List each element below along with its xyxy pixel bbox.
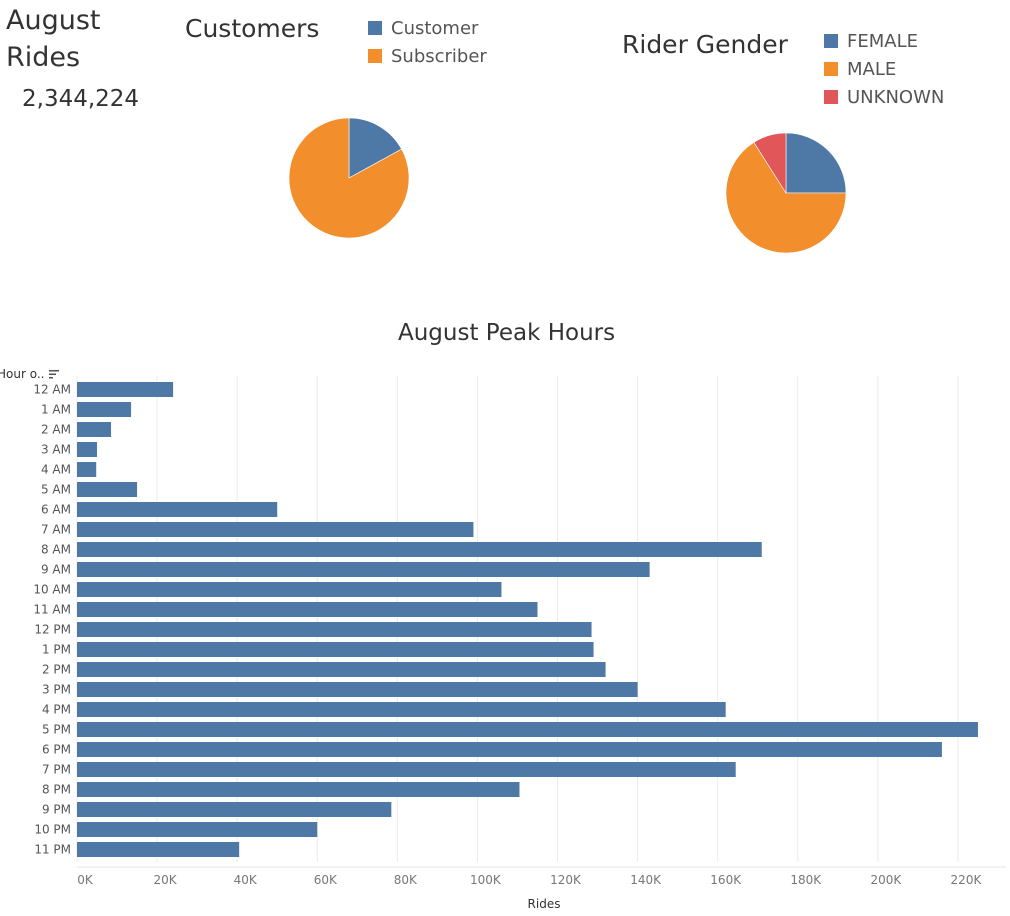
bar[interactable] bbox=[77, 722, 978, 737]
bar[interactable] bbox=[77, 582, 502, 597]
bar[interactable] bbox=[77, 802, 392, 817]
bar[interactable] bbox=[77, 402, 132, 417]
row-label: 1 AM bbox=[41, 403, 71, 417]
bar[interactable] bbox=[77, 762, 736, 777]
x-tick-label: 220K bbox=[951, 873, 983, 887]
kpi-value: 2,344,224 bbox=[22, 86, 140, 112]
legend-swatch-female bbox=[824, 34, 838, 48]
bar[interactable] bbox=[77, 562, 650, 577]
gender-pie-slice-female[interactable] bbox=[785, 132, 847, 194]
row-label: 1 PM bbox=[42, 643, 71, 657]
x-tick-label: 20K bbox=[154, 873, 178, 887]
bar[interactable] bbox=[77, 822, 318, 837]
row-label: 9 PM bbox=[42, 803, 71, 817]
row-label: 10 PM bbox=[34, 823, 71, 837]
legend-label-unknown: UNKNOWN bbox=[847, 86, 945, 108]
gender-chart-title: Rider Gender bbox=[622, 30, 788, 59]
gender-pie bbox=[725, 132, 847, 254]
bar[interactable] bbox=[77, 842, 240, 857]
row-label: 2 AM bbox=[41, 423, 71, 437]
bar[interactable] bbox=[77, 422, 112, 437]
row-header-label: Hour o.. bbox=[0, 367, 45, 381]
bar[interactable] bbox=[77, 542, 762, 557]
row-label: 8 AM bbox=[41, 543, 71, 557]
x-tick-label: 120K bbox=[550, 873, 582, 887]
peak-hours-bar-chart: 12 AM 1 AM 2 AM 3 AM 4 AM 5 AM 6 AM 7 AM 8 AM 9 A… bbox=[33, 376, 1006, 911]
row-label: 8 PM bbox=[42, 783, 71, 797]
row-label: 6 PM bbox=[42, 743, 71, 757]
kpi-title: August Rides bbox=[6, 5, 101, 73]
row-label: 12 AM bbox=[33, 383, 71, 397]
bar[interactable] bbox=[77, 622, 592, 637]
bar[interactable] bbox=[77, 442, 98, 457]
x-tick-label: 140K bbox=[630, 873, 662, 887]
bar[interactable] bbox=[77, 642, 594, 657]
peak-chart-title: August Peak Hours bbox=[398, 320, 616, 346]
legend-item-female[interactable]: FEMALE bbox=[824, 27, 944, 55]
row-label: 2 PM bbox=[42, 663, 71, 677]
row-label: 10 AM bbox=[33, 583, 71, 597]
row-label: 3 AM bbox=[41, 443, 71, 457]
row-label: 9 AM bbox=[41, 563, 71, 577]
bar[interactable] bbox=[77, 682, 638, 697]
legend-item-customer[interactable]: Customer bbox=[368, 14, 487, 42]
row-label: 4 PM bbox=[42, 703, 71, 717]
bar[interactable] bbox=[77, 702, 726, 717]
bar[interactable] bbox=[77, 662, 606, 677]
bar[interactable] bbox=[77, 482, 138, 497]
customers-chart-title: Customers bbox=[185, 14, 320, 43]
x-tick-label: 100K bbox=[470, 873, 502, 887]
legend-label-male: MALE bbox=[847, 58, 897, 80]
legend-item-subscriber[interactable]: Subscriber bbox=[368, 42, 487, 70]
row-label: 12 PM bbox=[34, 623, 71, 637]
legend-swatch-male bbox=[824, 62, 838, 76]
row-label: 5 AM bbox=[41, 483, 71, 497]
x-tick-label: 80K bbox=[394, 873, 418, 887]
row-label: 6 AM bbox=[41, 503, 71, 517]
x-tick-label: 60K bbox=[314, 873, 338, 887]
gender-pie-slice-unknown[interactable] bbox=[753, 132, 787, 195]
gender-legend: FEMALE MALE UNKNOWN bbox=[824, 27, 944, 111]
bar[interactable] bbox=[77, 502, 278, 517]
bar[interactable] bbox=[77, 782, 520, 797]
bar[interactable] bbox=[77, 462, 97, 477]
row-label: 7 AM bbox=[41, 523, 71, 537]
bar[interactable] bbox=[77, 382, 174, 397]
row-label: 7 PM bbox=[42, 763, 71, 777]
legend-swatch-subscriber bbox=[368, 49, 382, 63]
bar[interactable] bbox=[77, 522, 474, 537]
row-label: 3 PM bbox=[42, 683, 71, 697]
row-label: 11 PM bbox=[34, 843, 71, 857]
row-label: 4 AM bbox=[41, 463, 71, 477]
x-tick-label: 180K bbox=[790, 873, 822, 887]
customers-pie-slice-customer[interactable] bbox=[348, 117, 402, 179]
x-tick-label: 40K bbox=[234, 873, 258, 887]
gender-pie-slice-male[interactable] bbox=[725, 141, 847, 254]
legend-label-subscriber: Subscriber bbox=[391, 45, 487, 67]
x-tick-label: 160K bbox=[710, 873, 742, 887]
legend-label-customer: Customer bbox=[391, 17, 479, 39]
row-header[interactable]: Hour o.. bbox=[0, 367, 60, 381]
row-label: 5 PM bbox=[42, 723, 71, 737]
legend-swatch-unknown bbox=[824, 90, 838, 104]
bar[interactable] bbox=[77, 742, 942, 757]
customers-legend: Customer Subscriber bbox=[368, 14, 487, 70]
legend-item-male[interactable]: MALE bbox=[824, 55, 944, 83]
bar[interactable] bbox=[77, 602, 538, 617]
x-tick-label: 0K bbox=[77, 873, 94, 887]
legend-item-unknown[interactable]: UNKNOWN bbox=[824, 83, 944, 111]
legend-swatch-customer bbox=[368, 21, 382, 35]
sort-descending-icon[interactable] bbox=[49, 369, 60, 379]
customers-pie-slice-subscriber[interactable] bbox=[288, 117, 410, 239]
legend-label-female: FEMALE bbox=[847, 30, 918, 52]
x-axis-title: Rides bbox=[528, 897, 561, 911]
row-label: 11 AM bbox=[33, 603, 71, 617]
customers-pie bbox=[288, 117, 410, 239]
x-tick-label: 200K bbox=[870, 873, 902, 887]
